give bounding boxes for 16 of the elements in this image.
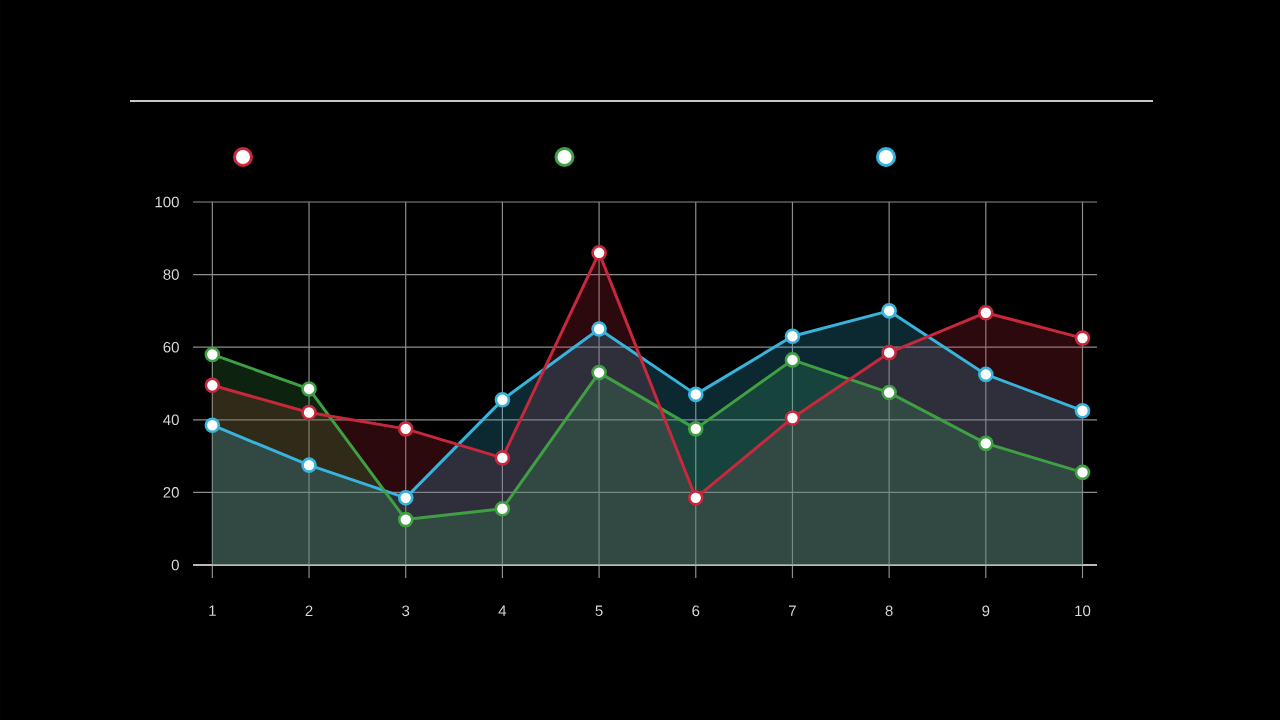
x-tick-label: 6: [692, 605, 700, 617]
x-tick-label: 3: [402, 605, 410, 617]
x-tick-label: 10: [1075, 605, 1091, 617]
x-tick-label: 1: [209, 605, 216, 616]
x-tick-label: 4: [498, 605, 507, 616]
x-tick-label: 7: [789, 605, 796, 616]
x-tick-label: 9: [982, 605, 990, 617]
y-tick-label: 20: [163, 487, 179, 498]
x-tick-label: 5: [595, 605, 603, 616]
y-tick-label: 100: [155, 196, 179, 208]
y-tick-label: 60: [163, 341, 179, 353]
x-tick-label: 2: [305, 605, 313, 616]
y-tick-label: 80: [163, 269, 179, 280]
x-tick-label: 8: [885, 605, 893, 617]
y-tick-label: 0: [171, 559, 179, 571]
y-tick-label: 40: [163, 414, 179, 426]
